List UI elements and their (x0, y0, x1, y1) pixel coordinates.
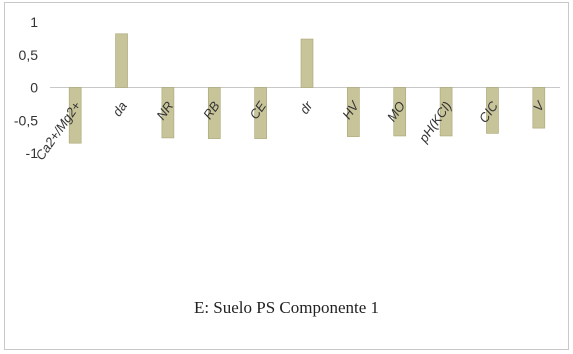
x-tick-labels: Ca2+/Mg2+ da NR RB CE dr HV MO pH(KCl) CIC V (32, 98, 548, 163)
chart-frame (4, 2, 569, 350)
bar-ph-kcl- (439, 87, 453, 137)
y-tick-label: 1 (30, 14, 38, 30)
x-tick-label: dr (297, 98, 316, 117)
bar-ce (254, 87, 267, 139)
bars-group (68, 33, 546, 144)
bar-mo (393, 87, 407, 137)
bar-ca2-mg2- (68, 87, 82, 144)
y-tick-label: -1 (26, 145, 39, 161)
bar-hv (347, 87, 360, 137)
bar-nr (161, 87, 175, 139)
x-tick-label: da (109, 99, 130, 119)
chart-caption: E: Suelo PS Componente 1 (193, 298, 380, 317)
bar-cic (486, 87, 499, 134)
y-tick-label: -0,5 (14, 112, 38, 128)
y-tick-label: 0,5 (19, 47, 39, 63)
bar-da (115, 33, 128, 88)
bar-dr (300, 38, 314, 88)
y-tick-label: 0 (30, 80, 38, 96)
bar-v (532, 87, 546, 129)
y-axis: -1 -0,5 0 0,5 1 (14, 14, 38, 161)
bar-rb (207, 87, 221, 139)
